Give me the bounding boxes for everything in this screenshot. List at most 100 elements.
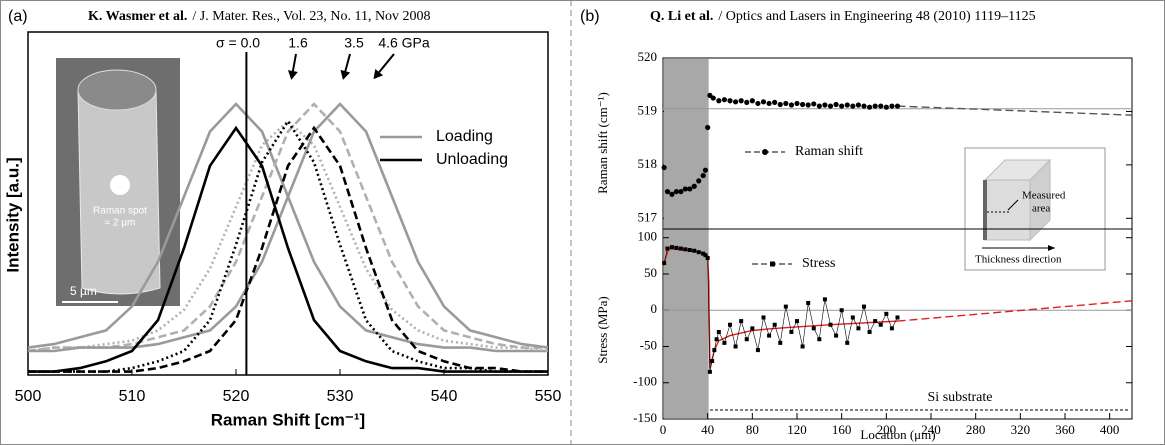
legend-marker xyxy=(770,261,775,267)
legend-label: Unloading xyxy=(436,151,508,168)
data-point xyxy=(710,95,716,101)
x-tick-label: 550 xyxy=(535,388,562,405)
data-point xyxy=(811,101,817,107)
y-axis-label: Raman shift (cm⁻¹) xyxy=(595,92,610,194)
panel-source: K. Wasmer et al. / J. Mater. Res., Vol. 2… xyxy=(88,9,431,24)
arrow-head xyxy=(373,68,384,80)
x-tick-label: 200 xyxy=(877,422,897,437)
data-point xyxy=(683,247,688,252)
data-point xyxy=(700,172,706,179)
data-point xyxy=(732,99,739,105)
data-point xyxy=(733,344,738,349)
data-point xyxy=(816,103,822,109)
data-point xyxy=(712,348,717,353)
data-point xyxy=(839,308,844,313)
data-point xyxy=(728,322,732,327)
data-point xyxy=(673,188,680,195)
y-tick-label: 517 xyxy=(638,209,658,224)
data-point xyxy=(783,100,789,107)
data-point xyxy=(755,100,761,107)
x-tick-label: 160 xyxy=(832,422,852,437)
data-point xyxy=(844,102,850,108)
data-point xyxy=(687,248,692,253)
data-point xyxy=(727,98,733,104)
x-tick-label: 520 xyxy=(223,388,250,405)
source: / J. Mater. Res., Vol. 23, No. 11, Nov 2… xyxy=(192,9,430,24)
data-point xyxy=(760,99,767,105)
region-label: Si substrate xyxy=(928,390,993,405)
data-point xyxy=(872,103,878,109)
annotation: 4.6 GPa xyxy=(378,35,430,51)
legend-label: Stress xyxy=(802,256,835,271)
data-point xyxy=(794,100,800,107)
data-point xyxy=(895,315,900,320)
data-point xyxy=(678,246,683,251)
data-point xyxy=(834,333,839,338)
arrow-head xyxy=(287,70,298,80)
data-point xyxy=(805,102,811,108)
data-point xyxy=(889,103,895,109)
y-tick-label: 519 xyxy=(638,102,658,117)
y-tick-label: 100 xyxy=(638,229,658,244)
plot-frame xyxy=(662,228,1133,420)
data-point xyxy=(703,253,708,258)
arrow-head xyxy=(340,69,351,80)
data-point xyxy=(873,319,878,324)
data-point xyxy=(664,188,671,195)
data-point xyxy=(722,340,727,345)
data-point xyxy=(894,103,901,109)
data-point xyxy=(678,188,684,195)
data-point xyxy=(716,329,721,334)
data-point xyxy=(739,319,744,324)
x-tick-label: 40 xyxy=(701,422,714,437)
data-point xyxy=(710,358,715,363)
pointer xyxy=(1007,199,1019,211)
data-point xyxy=(721,97,728,103)
data-point xyxy=(778,340,783,345)
x-tick-label: 360 xyxy=(1055,422,1075,437)
data-point xyxy=(716,98,722,104)
data-point xyxy=(691,183,697,189)
inset-label: Thickness direction xyxy=(975,254,1062,266)
data-point xyxy=(862,304,866,309)
spot-label: Raman spot xyxy=(93,206,147,217)
x-tick-label: 500 xyxy=(15,388,42,405)
data-point xyxy=(883,104,889,110)
data-point xyxy=(701,251,706,256)
data-point xyxy=(687,186,693,192)
y-axis-label: Intensity [a.u.] xyxy=(3,157,22,272)
data-point xyxy=(755,348,760,353)
data-point xyxy=(674,245,679,250)
y-tick-label: 520 xyxy=(638,49,658,64)
data-point xyxy=(845,340,850,345)
fit-line xyxy=(897,300,1133,322)
data-point xyxy=(772,99,778,105)
data-point xyxy=(750,326,755,331)
data-point xyxy=(878,103,884,109)
data-point xyxy=(884,311,889,316)
data-point xyxy=(795,319,799,324)
annotation: σ = 0.0 xyxy=(216,35,260,51)
data-point xyxy=(665,246,670,251)
data-point xyxy=(788,102,795,108)
shaded-region xyxy=(664,59,709,418)
inset-label: Measured xyxy=(1022,190,1066,202)
data-point xyxy=(702,167,709,173)
data-point xyxy=(661,164,667,171)
spectrum-line xyxy=(28,102,549,353)
data-point xyxy=(714,337,719,342)
x-tick-label: 320 xyxy=(1011,422,1031,437)
data-point xyxy=(850,315,855,320)
x-tick-label: 80 xyxy=(746,422,759,437)
data-point xyxy=(828,322,833,327)
data-point xyxy=(662,261,667,266)
data-point xyxy=(811,326,816,331)
x-tick-label: 400 xyxy=(1100,422,1120,437)
source: / Optics and Lasers in Engineering 48 (2… xyxy=(718,9,1035,24)
data-point xyxy=(767,333,772,338)
y-tick-label: 50 xyxy=(644,265,657,280)
data-point xyxy=(761,315,766,320)
x-tick-label: 0 xyxy=(660,422,667,437)
data-point xyxy=(707,369,712,374)
